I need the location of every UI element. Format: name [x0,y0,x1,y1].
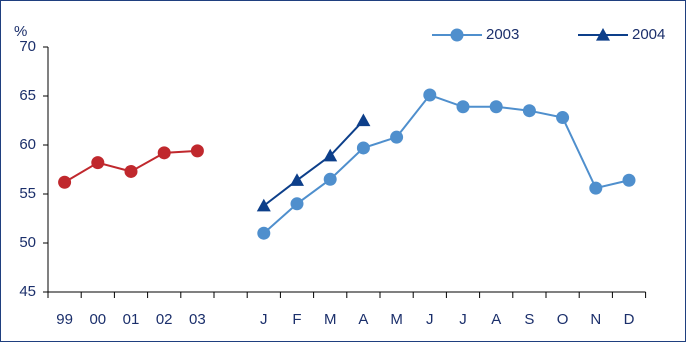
x-tick-label: N [590,311,601,328]
x-tick-label: 99 [56,311,73,328]
data-point [622,173,636,187]
data-point [323,172,337,186]
data-point [522,104,536,118]
legend-marker [596,28,610,41]
legend-marker [450,28,464,42]
y-tick-label: 60 [19,136,36,153]
x-tick-label: 03 [189,311,206,328]
series-line [263,93,630,234]
data-point [456,100,470,114]
x-tick-label: D [624,311,635,328]
x-tick-label: F [292,311,301,328]
y-tick-label: 55 [19,185,36,202]
x-tick-label: 02 [156,311,173,328]
data-point [257,226,271,240]
x-tick-label: J [260,311,268,328]
data-point [423,88,437,102]
y-axis-label: % [14,23,27,40]
data-point [356,141,370,155]
data-point [323,148,338,162]
x-tick-label: O [557,311,569,328]
data-point [58,175,72,189]
legend-label: 2003 [486,26,519,43]
y-tick-label: 70 [19,38,36,55]
x-tick-label: A [491,311,501,328]
data-point [290,197,304,211]
data-point [489,100,503,114]
data-point [390,130,404,144]
data-point [290,173,304,186]
data-point [124,164,138,178]
x-tick-label: S [524,311,534,328]
data-point [190,144,204,158]
y-tick-label: 45 [19,283,36,300]
x-tick-label: M [390,311,403,328]
y-tick-label: 65 [19,87,36,104]
x-tick-label: 00 [89,311,106,328]
data-point [589,181,603,195]
x-tick-label: 01 [123,311,140,328]
x-tick-label: J [459,311,467,328]
y-tick-label: 50 [19,234,36,251]
x-tick-label: A [358,311,368,328]
x-tick-label: J [426,311,434,328]
data-point [556,111,570,125]
data-point [356,113,371,127]
data-point [256,198,271,212]
data-point [91,156,105,170]
data-point [157,146,171,160]
x-tick-label: M [324,311,337,328]
legend-label: 2004 [632,26,665,43]
series-line [263,119,365,207]
